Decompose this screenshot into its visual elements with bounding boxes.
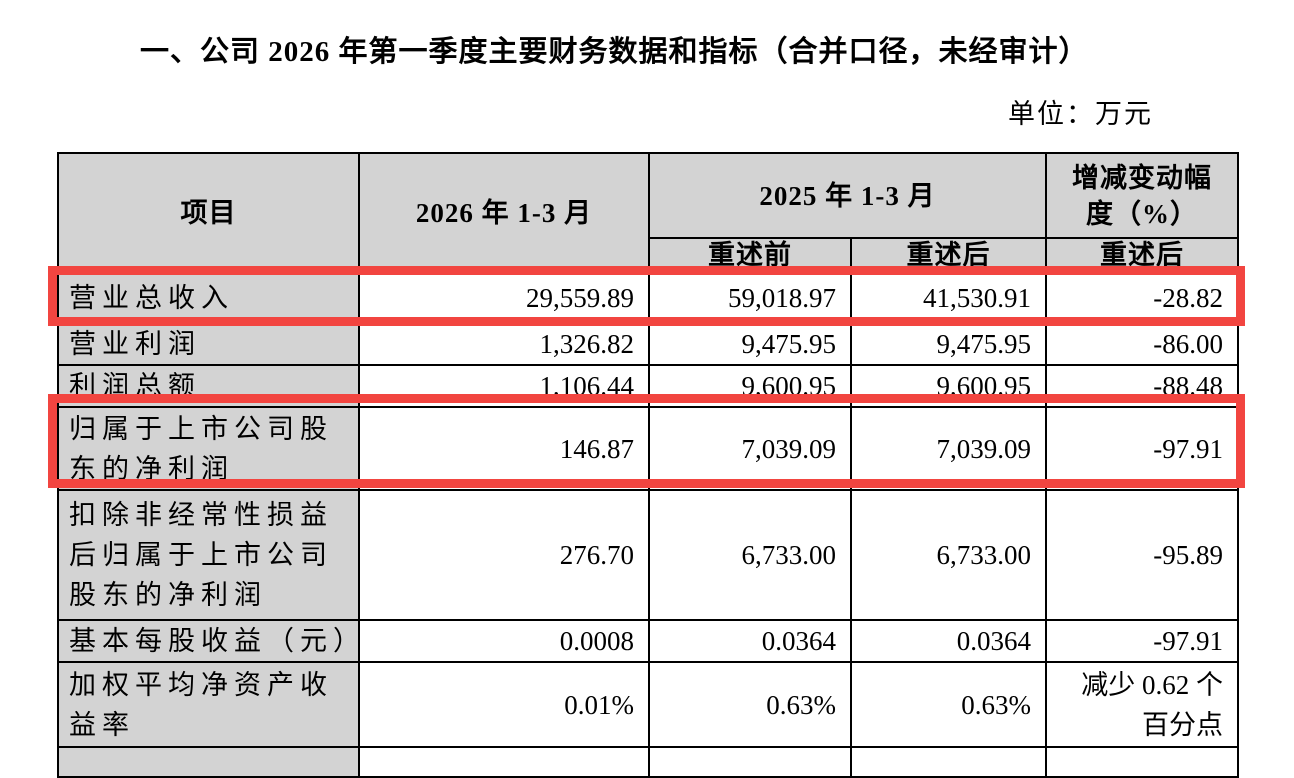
cell-2025-after: 6,733.00 (850, 489, 1047, 621)
header-period-2025: 2025 年 1-3 月 (648, 152, 1047, 239)
financial-report-page: { "page": { "title": "一、公司 2026 年第一季度主要财… (48, 36, 1245, 778)
header-row-1: 项目 2026 年 1-3 月 2025 年 1-3 月 增减变动幅 度（%） (57, 152, 1239, 274)
table-row: 利润总额 1,106.44 9,600.95 9,600.95 -88.48 (57, 364, 1239, 408)
cell-change-pct: -97.91 (1045, 406, 1239, 491)
cell-2025-before: 6,733.00 (648, 489, 852, 621)
header-change-pct: 增减变动幅 度（%） (1045, 152, 1239, 239)
cell-2025-before: 9,475.95 (648, 322, 852, 366)
cell-2025-after: 0.63% (850, 661, 1047, 748)
table-header: 项目 2026 年 1-3 月 2025 年 1-3 月 增减变动幅 度（%） … (57, 152, 1239, 274)
cell-change-pct: -95.89 (1045, 489, 1239, 621)
table-row-partial (57, 746, 1239, 778)
cell-2026: 0.0008 (358, 619, 650, 663)
financial-data-table: 项目 2026 年 1-3 月 2025 年 1-3 月 增减变动幅 度（%） … (57, 152, 1239, 778)
cell-2026 (358, 746, 650, 778)
unit-note: 单位：万元 (1008, 99, 1153, 129)
header-item: 项目 (57, 152, 360, 274)
row-label: 营业利润 (57, 322, 360, 366)
cell-change-pct: 减少 0.62 个 百分点 (1045, 661, 1239, 748)
cell-2025-before: 0.0364 (648, 619, 852, 663)
header-period-2026: 2026 年 1-3 月 (358, 152, 650, 274)
cell-2025-before: 7,039.09 (648, 406, 852, 491)
section-title: 一、公司 2026 年第一季度主要财务数据和指标（合并口径，未经审计） (140, 36, 1089, 68)
cell-2025-after: 41,530.91 (850, 272, 1047, 324)
cell-change-pct: -88.48 (1045, 364, 1239, 408)
cell-2025-after: 7,039.09 (850, 406, 1047, 491)
cell-2026: 29,559.89 (358, 272, 650, 324)
cell-2025-after: 0.0364 (850, 619, 1047, 663)
cell-2025-after: 9,600.95 (850, 364, 1047, 408)
table-row: 营业总收入 29,559.89 59,018.97 41,530.91 -28.82 (57, 272, 1239, 324)
cell-2026: 0.01% (358, 661, 650, 748)
cell-change-pct: -28.82 (1045, 272, 1239, 324)
row-label: 利润总额 (57, 364, 360, 408)
header-restated-after: 重述后 (850, 237, 1047, 274)
cell-2026: 1,106.44 (358, 364, 650, 408)
cell-2025-after: 9,475.95 (850, 322, 1047, 366)
table-row: 归属于上市公司股 东的净利润 146.87 7,039.09 7,039.09 -97.… (57, 406, 1239, 491)
table-row: 基本每股收益（元） 0.0008 0.0364 0.0364 -97.91 (57, 619, 1239, 663)
cell-change-pct (1045, 746, 1239, 778)
header-restated-before: 重述前 (648, 237, 852, 274)
cell-2025-before (648, 746, 852, 778)
header-change-restated-after: 重述后 (1045, 237, 1239, 274)
row-label: 扣除非经常性损益 后归属于上市公司 股东的净利润 (57, 489, 360, 621)
table-body: 营业总收入 29,559.89 59,018.97 41,530.91 -28.82 营业… (57, 272, 1239, 778)
cell-2026: 1,326.82 (358, 322, 650, 366)
row-label (57, 746, 360, 778)
cell-2025-after (850, 746, 1047, 778)
cell-2025-before: 9,600.95 (648, 364, 852, 408)
cell-2026: 276.70 (358, 489, 650, 621)
row-label: 营业总收入 (57, 272, 360, 324)
table-row: 扣除非经常性损益 后归属于上市公司 股东的净利润 276.70 6,733.00 6,… (57, 489, 1239, 621)
cell-2026: 146.87 (358, 406, 650, 491)
cell-2025-before: 59,018.97 (648, 272, 852, 324)
row-label: 加权平均净资产收 益率 (57, 661, 360, 748)
cell-change-pct: -86.00 (1045, 322, 1239, 366)
cell-2025-before: 0.63% (648, 661, 852, 748)
cell-change-pct: -97.91 (1045, 619, 1239, 663)
row-label: 基本每股收益（元） (57, 619, 360, 663)
row-label: 归属于上市公司股 东的净利润 (57, 406, 360, 491)
table-row: 加权平均净资产收 益率 0.01% 0.63% 0.63% 减少 0.62 个 百分点 (57, 661, 1239, 748)
table-row: 营业利润 1,326.82 9,475.95 9,475.95 -86.00 (57, 322, 1239, 366)
